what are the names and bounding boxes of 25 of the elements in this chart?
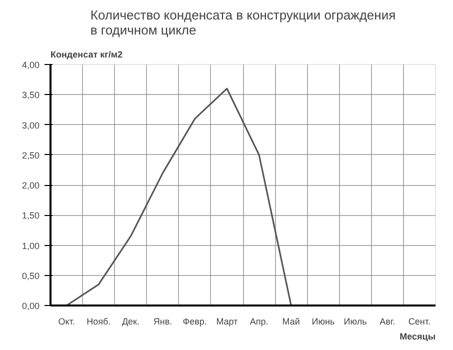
y-tick-label: 0,00 (22, 301, 40, 311)
x-tick-label: Сент. (408, 316, 431, 326)
x-tick-label: Нояб. (86, 316, 111, 326)
line-series (66, 88, 292, 306)
x-tick-label: Май (282, 316, 300, 326)
chart-title: Количество конденсата в конструкции ограждения в годичном цикле (90, 8, 396, 38)
x-tick-label: Февр. (182, 316, 207, 326)
y-tick-label: 2,50 (22, 150, 40, 160)
y-tick-label: 0,50 (22, 270, 40, 281)
x-tick-label: Авг. (380, 316, 396, 326)
y-tick-label: 1,50 (22, 210, 40, 221)
x-tick-label: Июнь (312, 316, 335, 326)
x-tick-label: Дек. (122, 316, 140, 326)
y-tick-label: 2,00 (22, 180, 40, 190)
y-tick-label: 4,00 (22, 60, 40, 70)
x-tick-label: Апр. (250, 316, 268, 326)
x-tick-label: Март (216, 316, 238, 326)
y-axis-title: Конденсат кг/м2 (50, 50, 123, 60)
x-axis-title: Месяцы (400, 332, 436, 342)
x-tick-label: Янв. (153, 316, 172, 326)
y-tick-label: 3,00 (22, 120, 40, 130)
x-tick-label: Окт. (58, 316, 75, 326)
y-tick-label: 3,50 (22, 90, 40, 100)
y-tick-label: 1,00 (22, 240, 40, 251)
x-tick-label: Июль (344, 316, 368, 326)
